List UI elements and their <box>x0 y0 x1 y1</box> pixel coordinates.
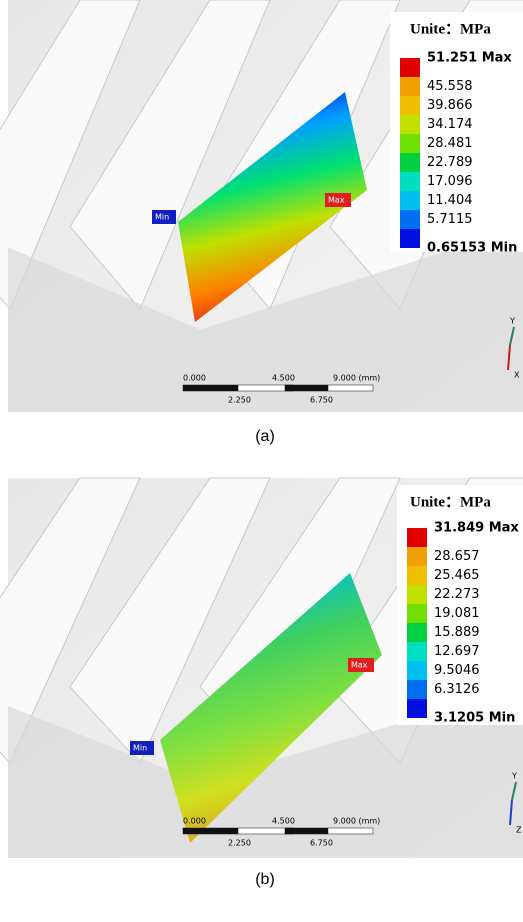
scale-label: 6.750 <box>310 839 333 848</box>
scale-label: 9.000 (mm) <box>333 817 380 826</box>
legend-label: 51.251 Max <box>427 51 512 66</box>
caption: (b) <box>255 871 275 888</box>
scale-segment <box>285 828 328 834</box>
legend-swatch <box>400 77 420 96</box>
caption: (a) <box>255 428 275 445</box>
legend-swatch <box>400 115 420 134</box>
scale-segment <box>285 385 328 391</box>
scale-segment <box>183 385 238 391</box>
legend-swatch <box>407 547 427 566</box>
legend-label: 0.65153 Min <box>427 241 517 256</box>
scale-label: 0.000 <box>183 817 206 826</box>
legend-swatch <box>400 172 420 191</box>
legend-swatch <box>400 191 420 210</box>
legend-swatch <box>400 134 420 153</box>
legend-label: 19.081 <box>434 606 480 621</box>
legend-swatch <box>407 642 427 661</box>
legend-label: 31.849 Max <box>434 521 519 536</box>
scale-label: 4.500 <box>272 817 295 826</box>
legend-label: 34.174 <box>427 117 473 132</box>
scale-label: 0.000 <box>183 374 206 383</box>
legend-label: 25.465 <box>434 568 480 583</box>
legend-label: 22.789 <box>427 155 473 170</box>
legend-swatch <box>400 210 420 229</box>
legend-label: 39.866 <box>427 98 473 113</box>
scale-segment <box>328 385 373 391</box>
legend-label: 6.3126 <box>434 682 480 697</box>
panels: Unite：MPa 51.251 Max 45.558 39.866 34.174 28.… <box>0 0 523 888</box>
legend-label: 28.481 <box>427 136 473 151</box>
legend-label: 12.697 <box>434 644 480 659</box>
figure: Unite：MPa 51.251 Max 45.558 39.866 34.174 28.… <box>0 0 523 922</box>
legend-swatch <box>400 153 420 172</box>
max-label: Max <box>351 661 368 670</box>
legend-swatch <box>407 566 427 585</box>
legend-label: 45.558 <box>427 79 473 94</box>
panel: Unite：MPa 51.251 Max 45.558 39.866 34.174 28.… <box>0 0 523 445</box>
scale-label: 2.250 <box>228 396 251 405</box>
scale-segment <box>328 828 373 834</box>
axis-label: Y <box>511 772 517 781</box>
min-label: Min <box>133 744 147 753</box>
legend-label: 5.7115 <box>427 212 473 227</box>
legend-swatch <box>400 229 420 248</box>
scale-label: 2.250 <box>228 839 251 848</box>
scale-label: 4.500 <box>272 374 295 383</box>
legend-label: 9.5046 <box>434 663 480 678</box>
scale-label: 9.000 (mm) <box>333 374 380 383</box>
page: Unite：MPa 51.251 Max 45.558 39.866 34.174 28.… <box>0 0 523 922</box>
legend-unit: Unite：MPa <box>410 494 491 510</box>
scale-segment <box>183 828 238 834</box>
legend-label: 28.657 <box>434 549 480 564</box>
min-label: Min <box>155 213 169 222</box>
legend-swatch <box>407 680 427 699</box>
legend-unit: Unite：MPa <box>410 21 491 37</box>
legend-swatch <box>407 604 427 623</box>
panel: Unite：MPa 31.849 Max 28.657 25.465 22.273 19.… <box>0 478 523 888</box>
max-label: Max <box>328 196 345 205</box>
legend-label: 22.273 <box>434 587 480 602</box>
axis-label: X <box>514 371 520 380</box>
axis-label: Z <box>516 826 522 835</box>
legend-label: 15.889 <box>434 625 480 640</box>
legend-swatch <box>407 623 427 642</box>
legend-swatch <box>407 661 427 680</box>
legend-label: 11.404 <box>427 193 473 208</box>
legend-swatch <box>400 58 420 77</box>
legend-label: 17.096 <box>427 174 473 189</box>
legend-label: 3.1205 Min <box>434 711 515 726</box>
axis-label: Y <box>509 317 515 326</box>
scale-label: 6.750 <box>310 396 333 405</box>
legend-swatch <box>407 528 427 547</box>
legend-swatch <box>407 585 427 604</box>
legend-swatch <box>400 96 420 115</box>
legend-swatch <box>407 699 427 718</box>
